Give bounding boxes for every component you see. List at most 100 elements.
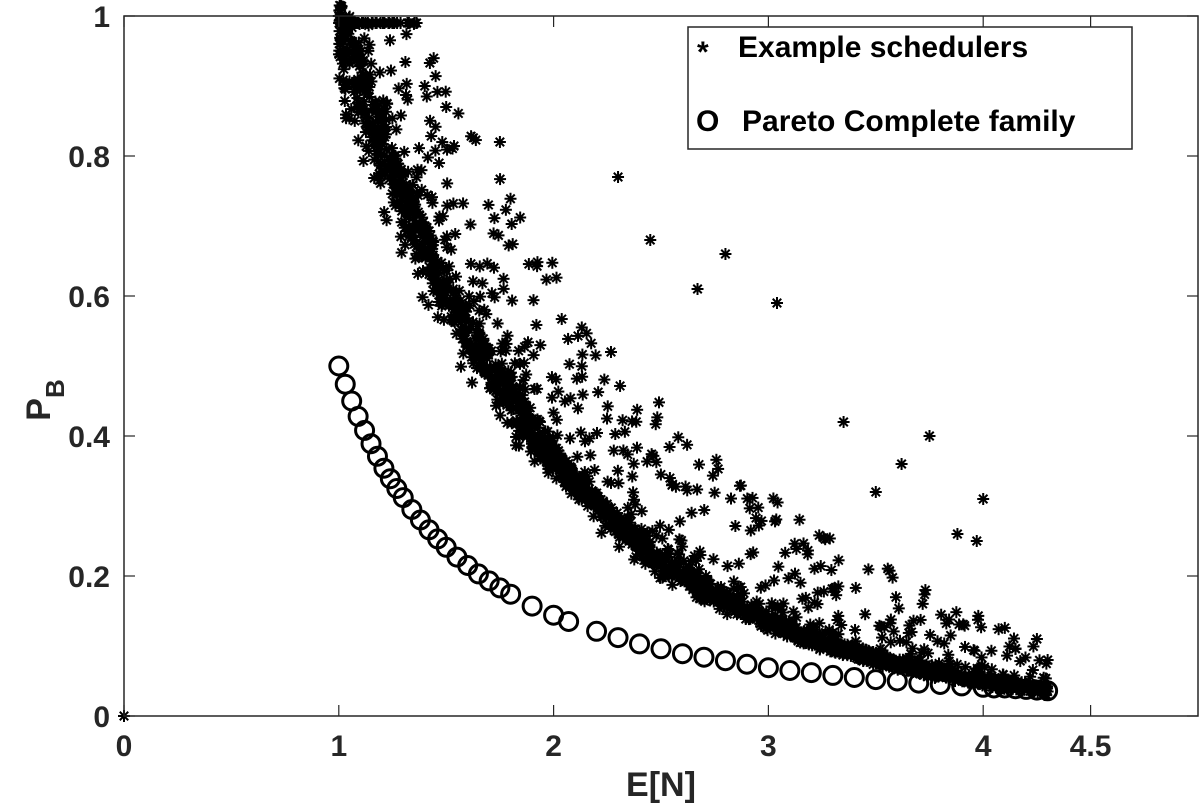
star-marker <box>886 571 899 584</box>
circle-marker <box>736 653 758 675</box>
star-marker <box>433 157 446 170</box>
star-marker <box>613 540 626 553</box>
star-marker <box>663 440 676 453</box>
star-marker <box>673 533 686 546</box>
plot-area <box>118 0 1059 722</box>
star-marker <box>1026 664 1039 677</box>
star-marker <box>801 624 814 637</box>
star-marker <box>360 140 373 153</box>
star-marker <box>721 560 734 573</box>
star-marker <box>526 435 539 448</box>
star-marker <box>522 258 535 271</box>
star-marker <box>789 632 802 645</box>
star-marker <box>378 206 391 219</box>
star-marker <box>971 662 984 675</box>
star-marker <box>731 591 744 604</box>
star-marker <box>713 602 726 615</box>
star-marker <box>741 492 754 505</box>
star-marker <box>814 560 827 573</box>
star-marker <box>683 580 696 593</box>
star-marker <box>977 493 990 505</box>
star-marker <box>609 428 622 441</box>
star-marker <box>707 553 720 566</box>
star-marker <box>463 290 476 303</box>
star-marker <box>951 528 964 540</box>
star-marker <box>691 283 704 295</box>
star-marker <box>626 415 639 428</box>
star-marker <box>692 458 705 471</box>
star-marker <box>580 327 593 340</box>
x-tick-label: 0 <box>116 730 133 763</box>
star-marker <box>644 234 657 246</box>
star-marker <box>562 332 575 345</box>
star-marker <box>501 416 514 429</box>
star-marker <box>655 556 667 568</box>
star-marker <box>558 395 571 408</box>
star-marker <box>447 314 460 327</box>
star-marker <box>520 368 533 381</box>
star-marker <box>513 357 526 370</box>
star-marker <box>338 95 351 108</box>
star-marker <box>465 320 478 333</box>
star-marker <box>361 17 374 29</box>
star-marker <box>483 346 496 358</box>
star-marker <box>849 635 862 648</box>
star-marker <box>493 136 506 148</box>
star-marker <box>729 520 742 533</box>
star-marker <box>373 66 386 79</box>
star-marker <box>418 80 431 92</box>
star-marker <box>446 142 459 155</box>
star-marker <box>479 367 492 380</box>
star-marker <box>635 550 648 563</box>
star-marker <box>571 402 584 415</box>
star-marker <box>392 82 405 95</box>
star-marker <box>499 203 512 216</box>
star-marker <box>541 425 554 438</box>
star-marker <box>415 164 428 177</box>
y-tick-label: 0 <box>93 701 110 734</box>
star-marker <box>467 357 480 370</box>
star-marker <box>1041 654 1054 666</box>
star-marker <box>534 339 547 352</box>
star-marker <box>831 613 844 626</box>
star-marker <box>957 618 970 631</box>
star-marker <box>380 214 393 227</box>
star-marker <box>422 298 435 311</box>
star-marker <box>550 413 563 426</box>
star-marker <box>708 486 721 499</box>
star-marker <box>823 532 836 545</box>
star-marker <box>532 445 545 458</box>
star-marker <box>530 318 543 331</box>
star-marker <box>531 260 544 273</box>
y-tick-label: 0.6 <box>68 281 110 314</box>
star-marker <box>454 360 467 373</box>
star-marker <box>769 515 782 528</box>
star-marker <box>971 613 984 626</box>
star-marker <box>401 17 414 29</box>
star-marker <box>750 512 763 525</box>
star-marker <box>918 588 931 601</box>
star-marker <box>399 238 412 251</box>
star-marker <box>698 504 711 517</box>
star-marker <box>615 512 628 525</box>
star-marker <box>421 221 434 234</box>
star-marker <box>433 210 446 223</box>
star-marker <box>742 613 755 626</box>
star-marker <box>992 623 1005 636</box>
star-marker <box>631 403 644 416</box>
star-marker <box>453 284 466 297</box>
star-marker <box>652 396 665 409</box>
star-marker <box>588 464 601 477</box>
circle-marker <box>607 627 629 649</box>
star-marker <box>747 546 760 559</box>
star-marker <box>781 630 794 643</box>
star-marker <box>546 391 559 404</box>
star-marker <box>985 644 998 657</box>
star-marker <box>550 373 563 386</box>
star-marker <box>503 368 516 381</box>
star-marker <box>488 212 501 225</box>
star-marker <box>819 626 832 639</box>
circle-marker <box>671 643 693 665</box>
star-marker <box>849 581 862 594</box>
star-marker <box>531 382 544 395</box>
